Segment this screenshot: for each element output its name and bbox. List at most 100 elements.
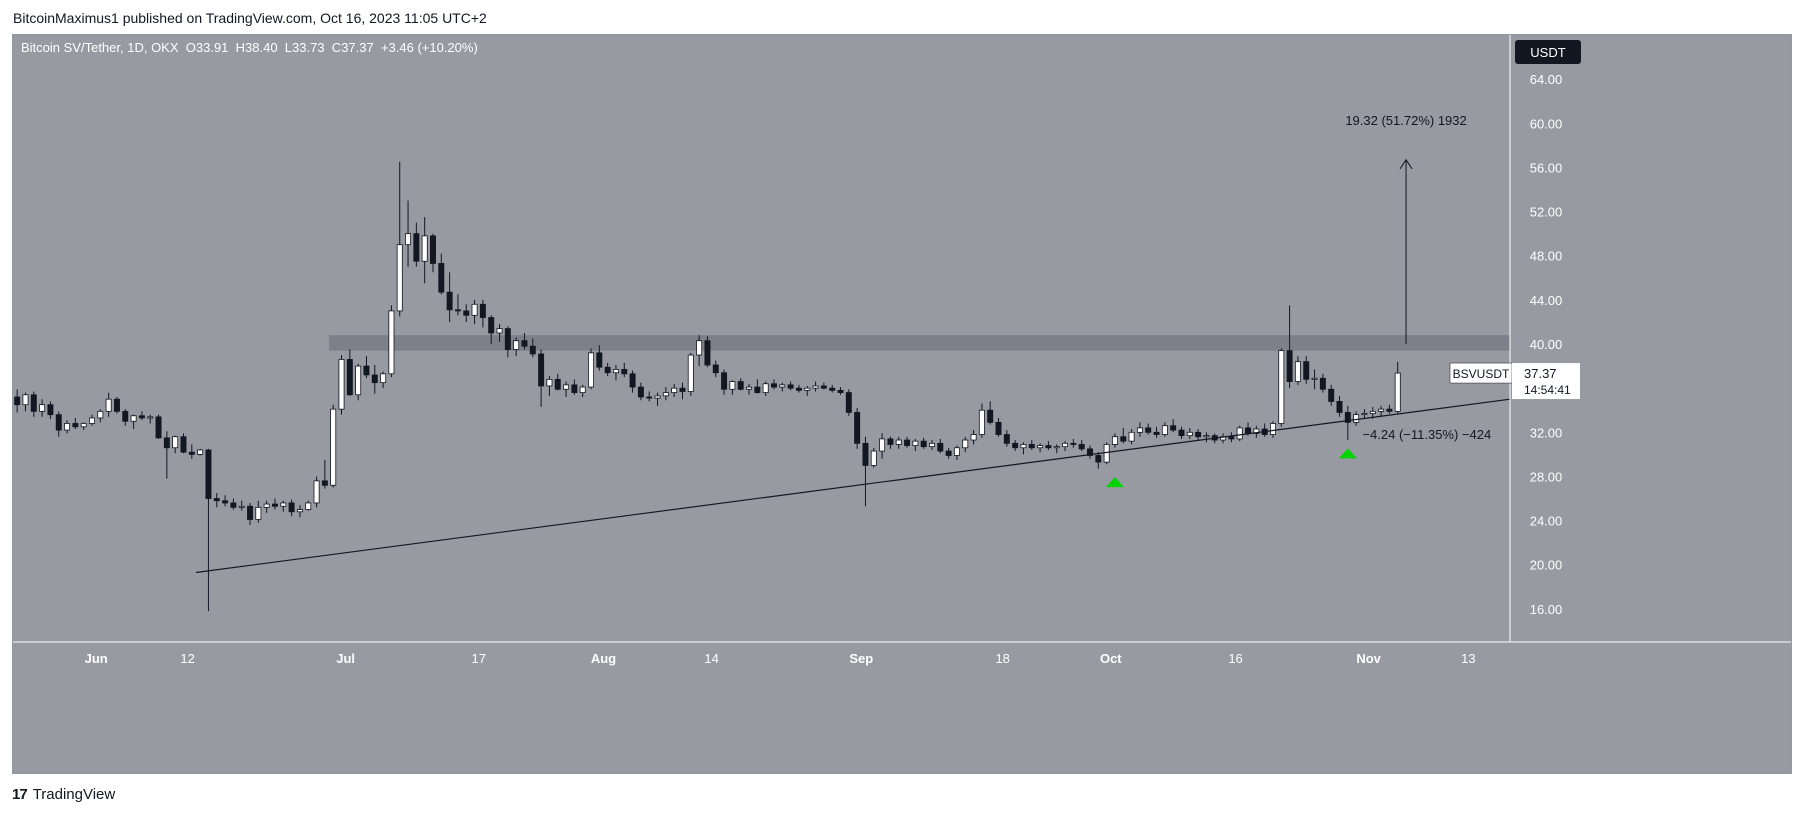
candle[interactable]: [388, 305, 395, 378]
candle[interactable]: [504, 326, 511, 358]
candle[interactable]: [296, 505, 303, 518]
ascending-support-line[interactable]: [195, 398, 1511, 574]
candle[interactable]: [113, 396, 120, 414]
candle[interactable]: [222, 495, 229, 507]
candle[interactable]: [30, 391, 37, 417]
candle[interactable]: [1178, 426, 1185, 439]
candle[interactable]: [1269, 421, 1276, 438]
candle[interactable]: [953, 445, 960, 460]
candle[interactable]: [937, 438, 944, 454]
candle[interactable]: [330, 404, 337, 488]
candle[interactable]: [421, 217, 428, 284]
candle[interactable]: [920, 437, 927, 449]
candle[interactable]: [854, 408, 861, 449]
candle[interactable]: [1386, 404, 1393, 414]
candle[interactable]: [1087, 445, 1093, 459]
candle[interactable]: [513, 337, 520, 357]
candle[interactable]: [687, 352, 694, 396]
candle[interactable]: [1003, 430, 1010, 447]
candle[interactable]: [820, 382, 827, 390]
candle[interactable]: [188, 444, 195, 459]
candle[interactable]: [454, 294, 461, 316]
candle[interactable]: [629, 370, 636, 393]
candle[interactable]: [696, 335, 703, 367]
candle[interactable]: [1294, 356, 1301, 385]
candle[interactable]: [1153, 426, 1160, 438]
candle[interactable]: [55, 411, 62, 437]
candle[interactable]: [754, 379, 761, 394]
candle[interactable]: [795, 384, 802, 393]
candle[interactable]: [521, 332, 528, 350]
candle[interactable]: [787, 381, 794, 391]
candle[interactable]: [238, 500, 245, 511]
candle[interactable]: [147, 414, 154, 424]
candle[interactable]: [1045, 441, 1052, 450]
candle[interactable]: [321, 459, 328, 489]
candle[interactable]: [1195, 428, 1202, 441]
candle[interactable]: [271, 498, 278, 510]
candle[interactable]: [538, 349, 545, 407]
candle[interactable]: [929, 440, 935, 450]
candle[interactable]: [255, 500, 262, 523]
candle[interactable]: [1111, 433, 1118, 448]
candle[interactable]: [1303, 356, 1310, 384]
resistance-zone[interactable]: [329, 335, 1510, 351]
time-axis[interactable]: [13, 642, 1791, 773]
candle[interactable]: [737, 378, 744, 391]
candle[interactable]: [1228, 432, 1235, 443]
candle[interactable]: [812, 381, 819, 392]
candle[interactable]: [438, 253, 445, 295]
candle[interactable]: [779, 382, 786, 392]
price-axis[interactable]: [1510, 35, 1791, 642]
candlestick-chart[interactable]: 19.32 (51.72%) 1932 −4.24 (−11.35%) −424 B…: [13, 35, 1791, 773]
candle[interactable]: [355, 363, 362, 401]
candle[interactable]: [39, 399, 46, 417]
candle[interactable]: [970, 430, 977, 445]
candle[interactable]: [529, 338, 536, 358]
candle[interactable]: [80, 422, 87, 431]
candle[interactable]: [1037, 443, 1044, 453]
candle[interactable]: [1170, 419, 1177, 433]
candle[interactable]: [704, 336, 711, 368]
chart-frame[interactable]: 19.32 (51.72%) 1932 −4.24 (−11.35%) −424 B…: [12, 34, 1792, 774]
candle[interactable]: [887, 436, 894, 449]
candle[interactable]: [47, 401, 54, 420]
candle[interactable]: [612, 364, 619, 381]
candle[interactable]: [89, 414, 95, 426]
candle[interactable]: [346, 349, 353, 396]
candle[interactable]: [904, 436, 911, 448]
candle[interactable]: [646, 391, 653, 402]
candle[interactable]: [721, 369, 728, 395]
candle[interactable]: [180, 433, 187, 454]
candle[interactable]: [762, 381, 769, 396]
candle[interactable]: [247, 502, 254, 526]
candle[interactable]: [446, 272, 453, 322]
candle[interactable]: [1253, 425, 1260, 438]
candle[interactable]: [172, 435, 179, 454]
candle[interactable]: [396, 161, 403, 317]
candle[interactable]: [405, 200, 412, 267]
candle[interactable]: [870, 447, 877, 468]
candle[interactable]: [1028, 440, 1035, 450]
candle[interactable]: [987, 401, 994, 425]
candle[interactable]: [1278, 348, 1285, 427]
candle[interactable]: [1353, 411, 1360, 426]
candle[interactable]: [679, 382, 686, 400]
candle[interactable]: [588, 348, 594, 390]
candle[interactable]: [338, 355, 345, 415]
candle[interactable]: [1120, 427, 1127, 444]
candle[interactable]: [895, 436, 902, 449]
candle[interactable]: [280, 500, 287, 512]
candle[interactable]: [105, 392, 112, 417]
candle[interactable]: [563, 381, 570, 397]
candle[interactable]: [122, 409, 129, 426]
candle[interactable]: [945, 447, 952, 459]
candle[interactable]: [912, 438, 919, 452]
candle[interactable]: [371, 364, 378, 394]
candle[interactable]: [488, 315, 495, 345]
candle[interactable]: [430, 233, 436, 273]
candle[interactable]: [479, 299, 486, 328]
candle[interactable]: [1136, 422, 1143, 437]
tradingview-footer[interactable]: 17 TradingView: [12, 786, 115, 803]
candle[interactable]: [1361, 409, 1368, 418]
